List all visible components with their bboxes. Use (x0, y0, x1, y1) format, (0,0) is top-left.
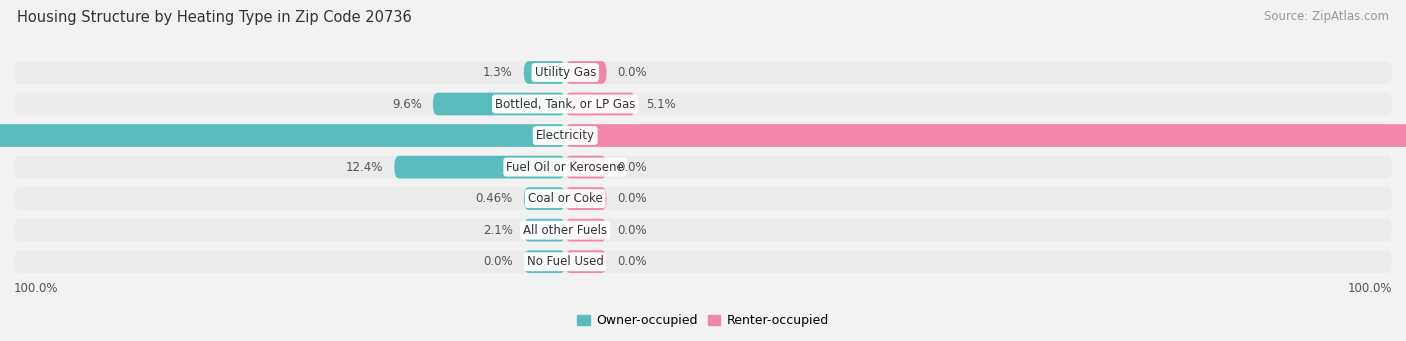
FancyBboxPatch shape (14, 219, 1392, 241)
Text: 5.1%: 5.1% (647, 98, 676, 110)
Text: 2.1%: 2.1% (484, 224, 513, 237)
Text: 9.6%: 9.6% (392, 98, 422, 110)
Text: Coal or Coke: Coal or Coke (527, 192, 603, 205)
Text: Source: ZipAtlas.com: Source: ZipAtlas.com (1264, 10, 1389, 23)
FancyBboxPatch shape (14, 156, 1392, 178)
Text: 0.0%: 0.0% (617, 255, 647, 268)
Text: 0.0%: 0.0% (617, 161, 647, 174)
FancyBboxPatch shape (565, 93, 636, 115)
Text: 0.46%: 0.46% (475, 192, 513, 205)
FancyBboxPatch shape (565, 219, 606, 241)
Text: 0.0%: 0.0% (617, 224, 647, 237)
FancyBboxPatch shape (14, 61, 1392, 84)
FancyBboxPatch shape (524, 61, 565, 84)
FancyBboxPatch shape (433, 93, 565, 115)
FancyBboxPatch shape (0, 124, 565, 147)
Text: Utility Gas: Utility Gas (534, 66, 596, 79)
Text: Electricity: Electricity (536, 129, 595, 142)
Text: Fuel Oil or Kerosene: Fuel Oil or Kerosene (506, 161, 624, 174)
Text: 0.0%: 0.0% (484, 255, 513, 268)
FancyBboxPatch shape (14, 187, 1392, 210)
FancyBboxPatch shape (565, 124, 1406, 147)
FancyBboxPatch shape (565, 156, 606, 178)
Text: 1.3%: 1.3% (484, 66, 513, 79)
Legend: Owner-occupied, Renter-occupied: Owner-occupied, Renter-occupied (572, 309, 834, 332)
Text: All other Fuels: All other Fuels (523, 224, 607, 237)
FancyBboxPatch shape (14, 124, 1392, 147)
Text: No Fuel Used: No Fuel Used (527, 255, 603, 268)
Text: 100.0%: 100.0% (14, 282, 59, 295)
FancyBboxPatch shape (565, 61, 606, 84)
FancyBboxPatch shape (14, 93, 1392, 115)
Text: 0.0%: 0.0% (617, 66, 647, 79)
FancyBboxPatch shape (524, 250, 565, 273)
Text: 100.0%: 100.0% (1347, 282, 1392, 295)
FancyBboxPatch shape (524, 219, 565, 241)
FancyBboxPatch shape (14, 250, 1392, 273)
Text: 0.0%: 0.0% (617, 192, 647, 205)
Text: Bottled, Tank, or LP Gas: Bottled, Tank, or LP Gas (495, 98, 636, 110)
FancyBboxPatch shape (524, 187, 565, 210)
FancyBboxPatch shape (394, 156, 565, 178)
Text: 12.4%: 12.4% (346, 161, 384, 174)
FancyBboxPatch shape (565, 250, 606, 273)
FancyBboxPatch shape (565, 187, 606, 210)
Text: Housing Structure by Heating Type in Zip Code 20736: Housing Structure by Heating Type in Zip… (17, 10, 412, 25)
